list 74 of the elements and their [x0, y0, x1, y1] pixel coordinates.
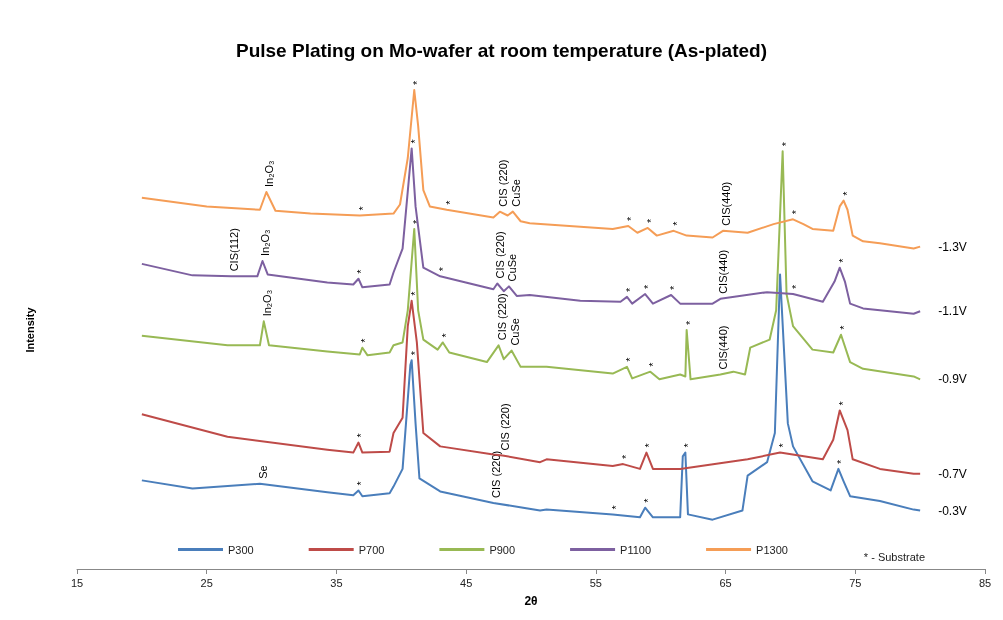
annotation: In₂O₃: [259, 229, 272, 256]
annotation: *: [682, 442, 695, 448]
annotation: *: [642, 497, 655, 503]
legend-label: P300: [228, 543, 254, 556]
annotation: *: [408, 350, 421, 356]
annotation: *: [835, 458, 848, 464]
annotation: *: [683, 319, 696, 325]
x-tick-label: 55: [589, 576, 602, 589]
annotation: CIS (220): [496, 159, 509, 207]
annotation: *: [623, 286, 636, 292]
annotation: *: [836, 257, 849, 263]
annotation: *: [359, 337, 372, 343]
annotation: *: [355, 480, 368, 486]
annotation: CuSe: [508, 318, 521, 346]
chart-title: Pulse Plating on Mo-wafer at room temperature (As-plated): [235, 40, 768, 61]
annotation: CuSe: [509, 179, 522, 207]
annotation: *: [777, 442, 790, 448]
annotation: *: [439, 332, 452, 338]
annotation: *: [408, 138, 421, 144]
legend-label: P1100: [620, 543, 652, 556]
annotation: *: [838, 324, 851, 330]
annotation: *: [623, 356, 636, 362]
legend-label: P700: [358, 543, 385, 556]
x-tick-label: 25: [200, 576, 213, 589]
annotation: *: [411, 80, 424, 85]
annotation: * - Substrate: [863, 550, 925, 563]
annotation: CIS (220): [499, 403, 512, 451]
annotation: *: [620, 454, 633, 460]
annotation: *: [840, 190, 853, 196]
annotation: CIS (220): [494, 231, 507, 279]
x-tick-label: 15: [70, 576, 84, 589]
annotation: *: [642, 284, 655, 290]
annotation: In₂O₃: [263, 160, 276, 188]
annotation: CIS (220): [490, 450, 503, 498]
annotation: *: [644, 217, 657, 223]
x-tick-label: 75: [849, 576, 862, 589]
annotation: *: [408, 290, 421, 296]
annotation: In₂O₃: [260, 289, 273, 317]
annotation: *: [647, 361, 660, 367]
annotation: -0.7V: [938, 466, 967, 481]
x-tick-label: 65: [719, 576, 732, 589]
legend-label: P900: [489, 543, 516, 556]
annotation: CIS(112): [228, 228, 241, 272]
annotation: *: [790, 284, 803, 290]
legend-label: P1300: [756, 543, 788, 556]
annotation: *: [443, 199, 456, 205]
x-axis-title: 2θ: [524, 594, 538, 608]
annotation: -1.3V: [938, 239, 967, 254]
annotation: *: [643, 442, 656, 448]
x-tick-label: 85: [978, 576, 992, 589]
annotation: CuSe: [505, 253, 518, 282]
annotation: Se: [256, 465, 269, 479]
x-tick-label: 35: [330, 576, 343, 589]
annotation: *: [790, 209, 803, 215]
annotation: CIS (220): [495, 293, 508, 341]
annotation: CIS(440): [717, 325, 730, 370]
annotation: CIS(440): [717, 249, 730, 294]
annotation: -0.9V: [938, 372, 967, 387]
annotation: *: [670, 220, 683, 226]
annotation: *: [356, 205, 369, 211]
annotation: *: [609, 504, 622, 510]
annotation: *: [411, 218, 424, 224]
annotation: -1.1V: [938, 304, 967, 319]
annotation: -0.3V: [938, 503, 967, 518]
x-tick-label: 45: [460, 576, 473, 589]
annotation: *: [625, 216, 638, 222]
y-axis-title: Intensity: [24, 306, 36, 353]
annotation: *: [836, 400, 849, 406]
annotation: *: [355, 432, 368, 438]
annotation: *: [437, 266, 450, 272]
annotation: *: [779, 141, 792, 147]
annotation: CIS(440): [719, 181, 732, 226]
annotation: *: [355, 268, 368, 274]
annotation: *: [668, 285, 681, 291]
